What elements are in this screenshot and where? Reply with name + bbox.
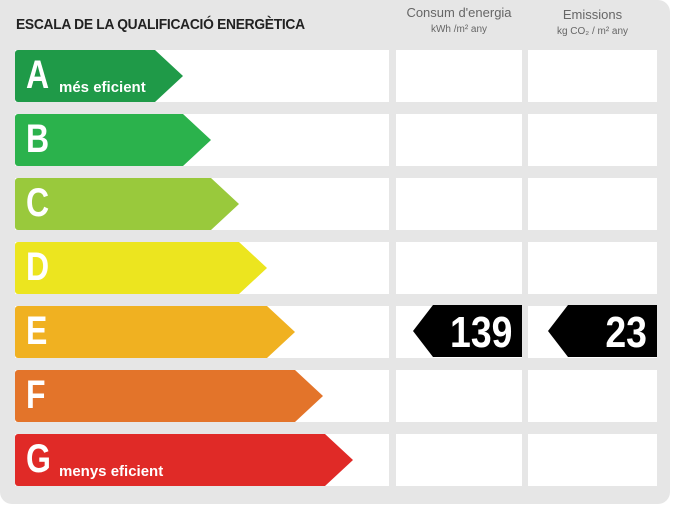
rating-bar-d: D [15, 242, 267, 294]
energy-column-title: Consum d'energia [406, 5, 512, 20]
emissions-cell [528, 50, 657, 102]
energy-cell [396, 178, 522, 230]
rating-bar-a: A més eficient [15, 50, 183, 102]
rating-sublabel: menys eficient [59, 463, 164, 480]
energy-label-panel: ESCALA DE LA QUALIFICACIÓ ENERGÈTICA Con… [0, 0, 670, 504]
rating-row-d: D [15, 242, 389, 294]
emissions-value-indicator: 23 [548, 305, 657, 357]
rating-row-e: E [15, 306, 389, 358]
emissions-column-title: Emissions [562, 7, 623, 22]
rating-bar-f: F [15, 370, 323, 422]
emissions-cell [528, 370, 657, 422]
rating-letter: B [26, 117, 50, 161]
rating-letter: F [26, 373, 46, 417]
emissions-cell [528, 114, 657, 166]
chart-title: ESCALA DE LA QUALIFICACIÓ ENERGÈTICA [16, 16, 305, 33]
rating-bar-e: E [15, 306, 295, 358]
energy-column-header: Consum d'energia kWh /m² any [396, 4, 522, 38]
rating-row-g: G menys eficient [15, 434, 389, 486]
rating-letter: G [26, 437, 51, 481]
energy-value-indicator: 139 [413, 305, 522, 357]
energy-cell [396, 242, 522, 294]
rating-bar-b: B [15, 114, 211, 166]
rating-row-c: C [15, 178, 389, 230]
rating-row-a: A més eficient [15, 50, 389, 102]
energy-column-unit: kWh /m² any [430, 24, 488, 35]
rating-sublabel: més eficient [59, 79, 146, 96]
rating-letter: D [26, 245, 50, 289]
emissions-value: 23 [605, 308, 647, 357]
rating-letter: E [26, 309, 48, 353]
rating-letter: A [26, 53, 50, 97]
energy-cell [396, 370, 522, 422]
rating-bar-c: C [15, 178, 239, 230]
energy-value: 139 [449, 308, 512, 357]
energy-cell [396, 434, 522, 486]
emissions-cell [528, 242, 657, 294]
energy-cell [396, 50, 522, 102]
rating-bar-g: G menys eficient [15, 434, 353, 486]
energy-cell [396, 114, 522, 166]
rating-row-b: B [15, 114, 389, 166]
rating-letter: C [26, 181, 50, 225]
emissions-column-header: Emissions kg CO₂ / m² any [528, 6, 657, 40]
emissions-cell [528, 178, 657, 230]
rating-row-f: F [15, 370, 389, 422]
emissions-column-unit: kg CO₂ / m² any [556, 26, 629, 37]
emissions-cell [528, 434, 657, 486]
